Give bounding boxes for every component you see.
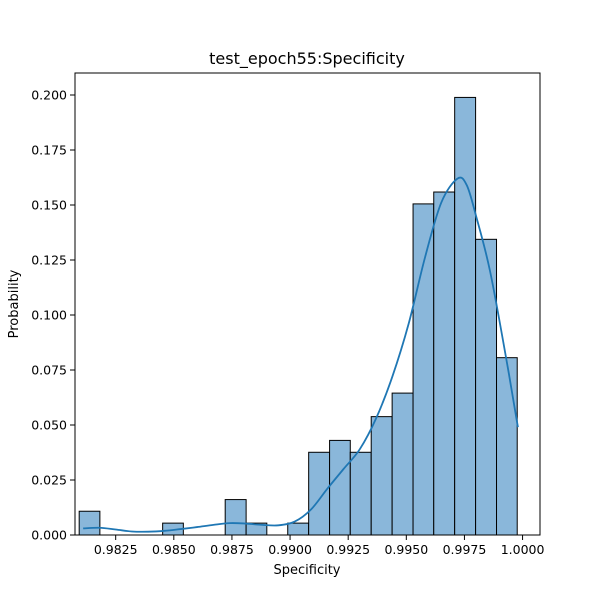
histogram-bar-12 xyxy=(329,439,351,536)
histogram-bar-17 xyxy=(433,191,456,536)
x-tick-label-7: 1.0000 xyxy=(501,542,545,557)
y-tick-label-8: 0.200 xyxy=(31,88,67,103)
x-axis-label: Specificity xyxy=(274,563,341,578)
histogram-bar-18 xyxy=(454,96,477,536)
histogram-bar-16 xyxy=(412,203,435,536)
x-axis-ticks: 0.9825 0.9850 0.9875 0.9900 0.9925 0.9950 0.99… xyxy=(94,535,545,557)
x-tick-label-5: 0.9950 xyxy=(384,542,428,557)
histogram-bar-10 xyxy=(287,522,310,536)
x-tick-label-1: 0.9850 xyxy=(152,542,196,557)
y-axis-label: Probability xyxy=(7,269,22,338)
y-tick-label-1: 0.025 xyxy=(31,473,67,488)
y-tick-label-2: 0.050 xyxy=(31,418,67,433)
y-tick-label-0: 0.000 xyxy=(31,528,67,543)
x-tick-label-0: 0.9825 xyxy=(94,542,138,557)
y-tick-label-3: 0.075 xyxy=(31,363,67,378)
histogram-bar-15 xyxy=(391,392,414,536)
x-tick-label-4: 0.9925 xyxy=(326,542,370,557)
kde-curve xyxy=(83,176,519,533)
y-axis-ticks: 0.000 0.025 0.050 0.075 0.100 0.125 0.150 0.175… xyxy=(31,88,75,543)
y-tick-label-5: 0.125 xyxy=(31,253,67,268)
chart-title: test_epoch55:Specificity xyxy=(209,49,405,69)
x-tick-label-2: 0.9875 xyxy=(210,542,254,557)
x-tick-label-3: 0.9900 xyxy=(268,542,312,557)
x-tick-label-6: 0.9975 xyxy=(443,542,487,557)
histogram-bar-20 xyxy=(496,357,518,536)
y-tick-label-4: 0.100 xyxy=(31,308,67,323)
histogram-bar-11 xyxy=(308,451,331,536)
plot-area-frame xyxy=(74,72,541,536)
histogram-bar-14 xyxy=(370,416,393,536)
histogram-bar-7 xyxy=(224,499,247,536)
y-tick-label-6: 0.150 xyxy=(31,198,67,213)
histogram-bar-13 xyxy=(349,451,372,536)
y-tick-label-7: 0.175 xyxy=(31,143,67,158)
histogram-bar-0 xyxy=(78,510,101,536)
